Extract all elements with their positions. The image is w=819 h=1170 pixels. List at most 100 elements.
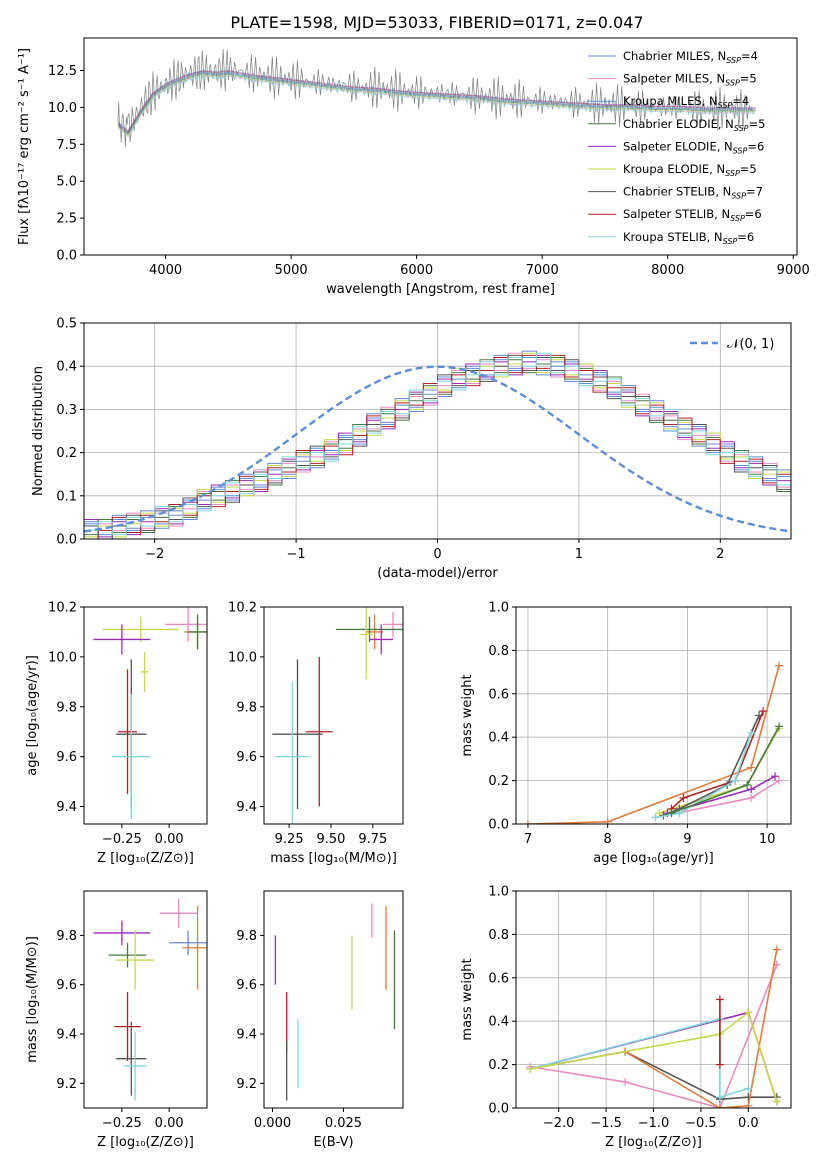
y-tick-label: 0.2 [488, 774, 509, 789]
data-point-marker [759, 707, 768, 716]
spectrum-model-line [117, 76, 756, 138]
plot-area [93, 898, 207, 1101]
y-tick-label: 0.2 [56, 446, 77, 461]
spectrum-model-line [117, 75, 756, 137]
y-tick-label: 9.6 [236, 978, 257, 993]
axes-frame [515, 890, 792, 1109]
y-tick-label: 0.1 [56, 489, 77, 504]
axes-frame [263, 606, 404, 825]
plot-area [117, 48, 756, 148]
figure-title: PLATE=1598, MJD=53033, FIBERID=0171, z=0… [230, 13, 643, 32]
y-tick-label: 9.6 [56, 978, 77, 993]
plot-area [272, 607, 403, 824]
axes-frame [83, 37, 798, 256]
data-point-marker [772, 1097, 781, 1106]
x-tick-label: 9.75 [358, 832, 387, 847]
x-tick-label: −0.25 [102, 1116, 142, 1131]
x-tick-label: 0.00 [155, 832, 184, 847]
plot-area [84, 350, 791, 539]
x-axis-label: (data-model)/error [377, 566, 498, 581]
x-tick-label: 9.50 [317, 832, 346, 847]
data-point-marker [744, 1093, 753, 1102]
y-tick-label: 0.4 [488, 731, 509, 746]
y-tick-label: 0.0 [488, 1102, 509, 1117]
y-tick-label: 1.0 [488, 601, 509, 616]
data-point-marker [679, 793, 688, 802]
x-tick-label: 9.25 [275, 832, 304, 847]
plot-area [274, 903, 396, 1101]
x-tick-label: 9000 [777, 263, 810, 278]
data-point-marker [526, 1064, 535, 1073]
mass-weight-line [655, 732, 752, 819]
data-point-marker [715, 1060, 724, 1069]
y-axis-label: age [log₁₀(age/yr)] [25, 655, 40, 776]
data-point-marker [771, 772, 780, 781]
data-point-marker [715, 1093, 724, 1102]
x-tick-label: −0.5 [685, 1116, 717, 1131]
legend-label: Chabrier ELODIE, NSSP=5 [623, 117, 765, 133]
y-axis-label: mass weight [460, 674, 475, 756]
x-tick-label: 1 [575, 547, 583, 562]
y-tick-label: 0.2 [488, 1058, 509, 1073]
x-axis-label: Z [log₁₀(Z/Z⊙)] [605, 1135, 702, 1150]
legend-label: Chabrier STELIB, NSSP=7 [623, 185, 763, 201]
x-tick-label: 7000 [526, 263, 559, 278]
spectrum-model-line [117, 72, 756, 134]
y-tick-label: 0.5 [56, 317, 77, 332]
plot-area [523, 661, 784, 824]
data-point-marker [744, 1008, 753, 1017]
y-tick-label: 0.0 [56, 249, 77, 264]
x-tick-label: 0.025 [325, 1116, 362, 1131]
x-tick-label: 10 [759, 832, 776, 847]
data-point-marker [715, 995, 724, 1004]
y-tick-label: 0.0 [488, 818, 509, 833]
data-point-marker [651, 813, 660, 822]
x-tick-label: 6000 [400, 263, 433, 278]
plot-area [93, 607, 207, 820]
x-axis-label: Z [log₁₀(Z/Z⊙)] [97, 1135, 194, 1150]
data-point-marker [744, 1101, 753, 1108]
mass-weight-line [670, 710, 764, 810]
legend-label: Kroupa STELIB, NSSP=6 [623, 230, 754, 246]
legend-label: Chabrier MILES, NSSP=4 [623, 49, 758, 65]
y-tick-label: 0.8 [488, 928, 509, 943]
legend-label: Salpeter ELODIE, NSSP=6 [623, 139, 764, 155]
y-tick-label: 0.6 [488, 971, 509, 986]
y-tick-label: 9.4 [236, 1028, 257, 1043]
mass-weight-line [527, 665, 780, 824]
mass-weight-line [530, 1011, 778, 1102]
mass-weight-line [624, 949, 778, 1108]
data-point-marker [731, 776, 740, 785]
y-tick-label: 9.8 [236, 929, 257, 944]
y-tick-label: 9.8 [56, 700, 77, 715]
x-tick-label: 7 [524, 832, 532, 847]
y-tick-label: 0.3 [56, 403, 77, 418]
x-tick-label: 4000 [149, 263, 182, 278]
y-tick-label: 12.5 [48, 64, 77, 79]
y-tick-label: 0.8 [488, 644, 509, 659]
y-tick-label: 5.0 [56, 175, 77, 190]
spectrum-legend: Chabrier MILES, NSSP=4 Salpeter MILES, NS… [588, 49, 765, 246]
panel-mass-weight-vs-age: 7 8 9 10 0.0 0.2 0.4 0.6 0.8 1.0 age [log₁₀(age/yr… [460, 601, 792, 866]
data-point-marker [667, 809, 676, 818]
spectrum-model-line [117, 70, 756, 132]
y-tick-label: 9.2 [56, 1077, 77, 1092]
panel-age-vs-mass: 9.25 9.50 9.75 9.4 9.6 9.8 10.0 10.2 mass [log₁₀… [228, 601, 404, 866]
y-tick-label: 9.4 [56, 1028, 77, 1043]
x-tick-label: 0.0 [738, 1116, 759, 1131]
y-tick-label: 9.6 [56, 750, 77, 765]
x-tick-label: 9 [683, 832, 691, 847]
spectrum-model-line [117, 70, 756, 133]
legend-label: Kroupa ELODIE, NSSP=5 [623, 162, 757, 178]
mass-weight-line [530, 964, 778, 1108]
legend-label: Kroupa MILES, NSSP=4 [623, 94, 749, 110]
normal-legend-label: 𝒩(0, 1) [727, 337, 774, 352]
panel-spectrum: 4000 5000 6000 7000 8000 9000 0.0 2.5 5.0 7.5 10.0… [17, 37, 810, 297]
y-tick-label: 9.8 [236, 700, 257, 715]
x-axis-label: wavelength [Angstrom, rest frame] [326, 282, 555, 297]
panel-mass-vs-Z: −0.25 0.00 9.2 9.4 9.6 9.8 Z [log₁₀(Z/Z⊙)] mass… [25, 890, 208, 1150]
data-point-marker [523, 820, 532, 824]
x-tick-label: 0.000 [254, 1116, 291, 1131]
panel-mass-weight-vs-Z: −2.0 −1.5 −1.0 −0.5 0.0 0.0 0.2 0.4 0.6 0.8 1.0 Z [… [460, 885, 792, 1150]
x-tick-label: −1.0 [638, 1116, 670, 1131]
